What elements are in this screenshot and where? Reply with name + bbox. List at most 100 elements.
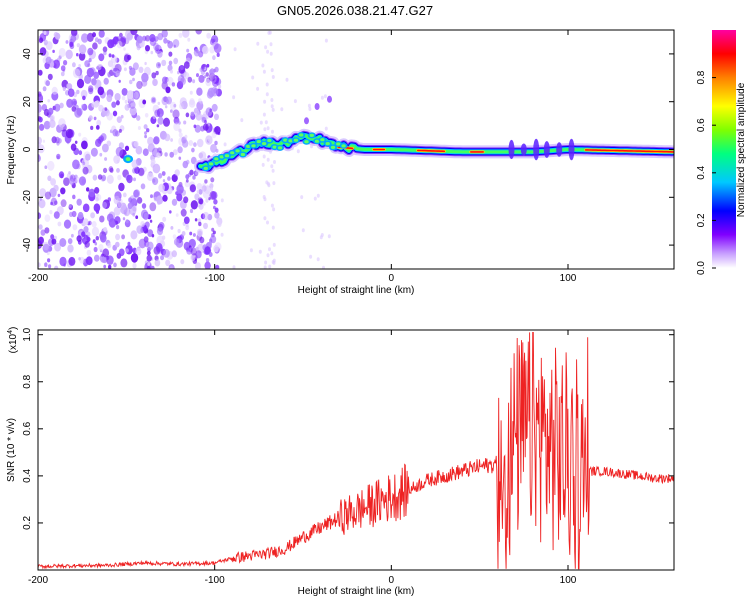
noise-speckle bbox=[213, 43, 222, 54]
noise-speckle bbox=[72, 194, 76, 200]
noise-speckle bbox=[280, 107, 284, 112]
colorbar-gradient bbox=[712, 30, 736, 268]
noise-speckle bbox=[185, 223, 189, 228]
noise-speckle bbox=[144, 113, 149, 118]
noise-speckle bbox=[249, 248, 253, 253]
noise-speckle bbox=[106, 255, 114, 265]
noise-speckle bbox=[118, 128, 122, 133]
noise-speckle bbox=[240, 118, 244, 123]
noise-speckle bbox=[147, 136, 154, 146]
noise-speckle bbox=[205, 72, 209, 77]
noise-speckle bbox=[94, 37, 99, 43]
noise-speckle bbox=[195, 250, 202, 259]
noise-speckle bbox=[76, 89, 80, 95]
ridge-blob-core bbox=[288, 139, 293, 143]
noise-speckle bbox=[198, 198, 204, 205]
noise-speckle bbox=[94, 187, 100, 194]
noise-speckle bbox=[38, 236, 44, 245]
noise-speckle bbox=[108, 264, 112, 269]
noise-speckle bbox=[77, 211, 84, 220]
colorbar-tick-label: 0.2 bbox=[696, 213, 707, 227]
noise-speckle bbox=[91, 101, 96, 108]
noise-speckle bbox=[94, 242, 98, 246]
noise-speckle bbox=[204, 179, 208, 184]
noise-speckle bbox=[133, 91, 139, 99]
noise-speckle bbox=[100, 234, 107, 243]
noise-speckle bbox=[210, 191, 218, 200]
noise-speckle bbox=[138, 238, 147, 249]
noise-speckle bbox=[149, 202, 157, 212]
noise-speckle bbox=[112, 110, 118, 117]
noise-speckle bbox=[57, 221, 62, 227]
noise-speckle bbox=[59, 238, 67, 247]
noise-speckle bbox=[266, 157, 270, 162]
noise-speckle bbox=[177, 146, 183, 154]
isolated-feature bbox=[304, 117, 309, 125]
noise-speckle bbox=[172, 149, 178, 156]
noise-speckle bbox=[50, 201, 53, 206]
noise-speckle bbox=[115, 100, 120, 106]
noise-speckle bbox=[53, 211, 60, 219]
noise-speckle bbox=[143, 124, 148, 130]
noise-speckle bbox=[156, 152, 161, 159]
noise-speckle bbox=[78, 132, 82, 137]
noise-speckle bbox=[74, 140, 78, 144]
noise-speckle bbox=[38, 111, 41, 117]
noise-speckle bbox=[78, 257, 81, 261]
noise-speckle bbox=[163, 117, 170, 127]
ridge-blob-core bbox=[256, 140, 261, 144]
noise-speckle bbox=[147, 262, 151, 266]
ridge-blob-core bbox=[283, 138, 288, 142]
noise-speckle bbox=[49, 119, 56, 128]
noise-speckle bbox=[185, 112, 190, 118]
noise-speckle bbox=[38, 69, 43, 76]
noise-speckle bbox=[107, 71, 112, 78]
ridge-blob-core bbox=[224, 154, 230, 158]
noise-speckle bbox=[203, 202, 206, 206]
noise-speckle bbox=[98, 53, 105, 62]
noise-speckle bbox=[149, 219, 153, 223]
noise-speckle bbox=[176, 193, 183, 202]
noise-speckle bbox=[98, 104, 104, 112]
noise-speckle bbox=[205, 198, 209, 203]
ridge-blob-core bbox=[208, 162, 214, 166]
noise-speckle bbox=[220, 198, 224, 203]
noise-speckle bbox=[127, 241, 131, 246]
snr-panel: -200 -100 0 100 0.2 0.4 0.6 0.8 1.0 Height of st… bbox=[6, 327, 675, 597]
noise-speckle bbox=[53, 184, 59, 192]
noise-speckle bbox=[72, 224, 78, 231]
noise-speckle bbox=[121, 234, 125, 240]
noise-speckle bbox=[92, 32, 96, 38]
noise-speckle bbox=[201, 64, 206, 70]
noise-speckle bbox=[151, 72, 157, 79]
noise-speckle bbox=[51, 238, 57, 245]
spectrogram-x-tick-label: -100 bbox=[205, 273, 225, 284]
noise-speckle bbox=[161, 235, 166, 240]
noise-speckle bbox=[262, 195, 266, 199]
noise-speckle bbox=[163, 249, 170, 258]
colorbar-tick-label: 0.6 bbox=[696, 118, 707, 132]
noise-speckle bbox=[123, 47, 126, 51]
noise-speckle bbox=[194, 218, 198, 222]
noise-speckle bbox=[189, 208, 194, 214]
noise-speckle bbox=[124, 145, 130, 151]
noise-speckle bbox=[66, 83, 71, 89]
noise-speckle bbox=[120, 258, 128, 268]
noise-speckle bbox=[184, 134, 188, 139]
noise-speckle bbox=[95, 196, 99, 202]
noise-speckle bbox=[320, 233, 324, 237]
noise-speckle bbox=[113, 262, 117, 268]
noise-speckle bbox=[114, 216, 121, 225]
ridge-blob-core bbox=[272, 145, 277, 149]
noise-speckle bbox=[67, 244, 74, 253]
noise-speckle bbox=[196, 138, 204, 148]
noise-speckle bbox=[74, 108, 82, 118]
noise-speckle bbox=[120, 114, 124, 119]
noise-speckle bbox=[189, 90, 193, 95]
noise-speckle bbox=[180, 208, 187, 217]
noise-speckle bbox=[135, 145, 143, 155]
noise-speckle bbox=[205, 258, 210, 263]
noise-speckle bbox=[207, 213, 213, 221]
noise-speckle bbox=[211, 103, 218, 112]
noise-speckle bbox=[262, 69, 266, 74]
